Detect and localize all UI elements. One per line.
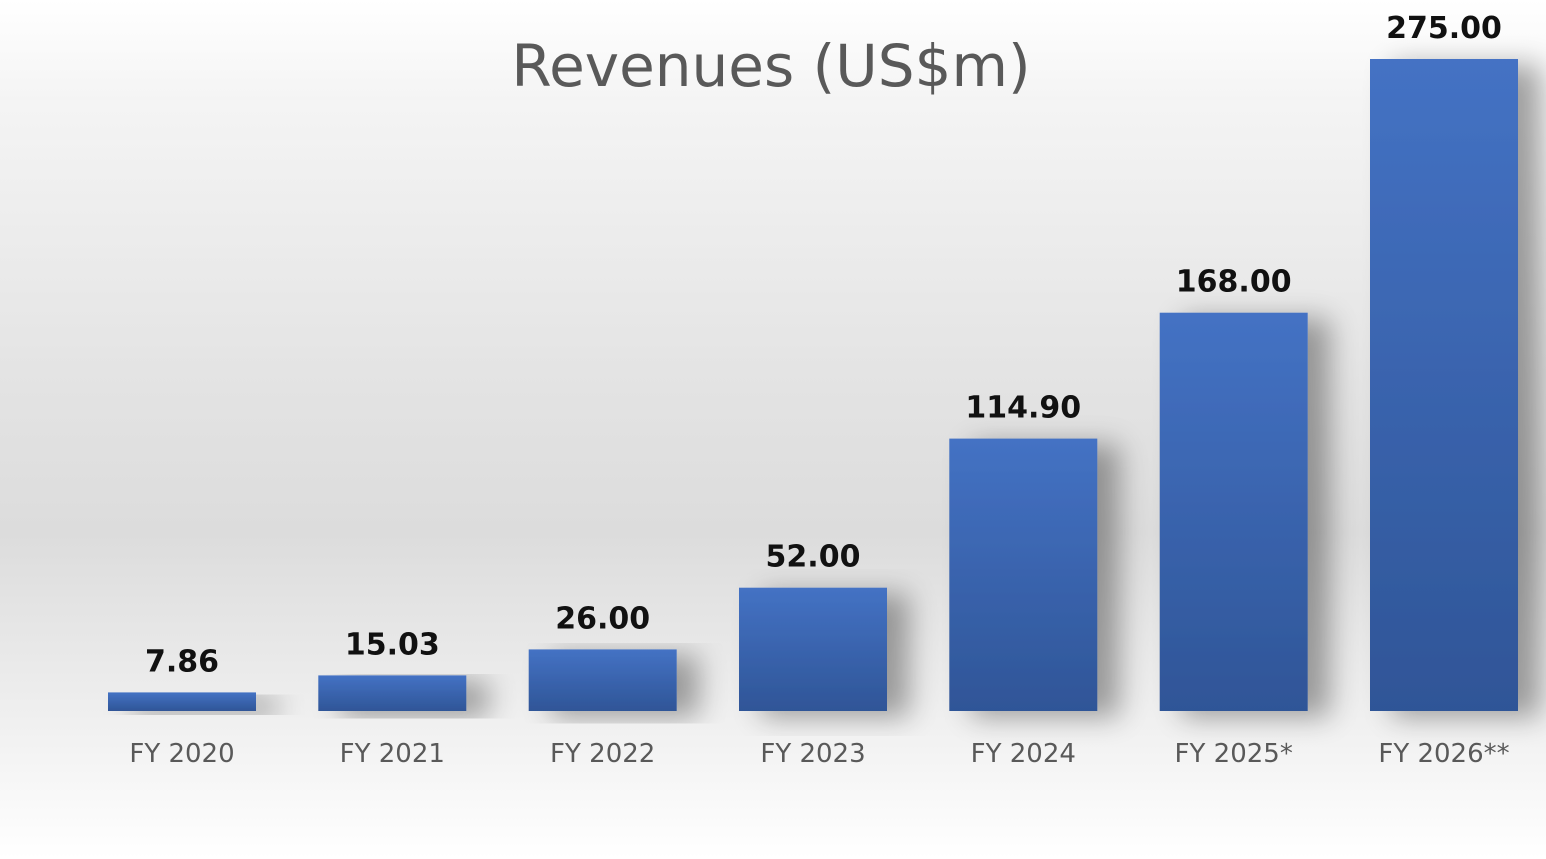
x-axis-tick-labels: FY 2020 FY 2021 FY 2022 FY 2023 FY 2024 FY 20… xyxy=(129,739,1509,769)
x-tick-label: FY 2022 xyxy=(550,739,655,769)
data-label: 52.00 xyxy=(766,540,861,575)
bar-fy-2026 xyxy=(1370,59,1518,711)
data-label: 168.00 xyxy=(1176,265,1292,300)
bar-fy-2025 xyxy=(1159,312,1308,711)
data-label: 26.00 xyxy=(555,601,650,636)
bar-fy-2022 xyxy=(528,649,677,711)
bars-group xyxy=(108,59,1518,711)
bar-fy-2021 xyxy=(318,675,467,711)
data-label: 7.86 xyxy=(145,644,219,679)
x-tick-label: FY 2024 xyxy=(971,739,1076,769)
bar-fy-2023 xyxy=(739,587,887,711)
bar-fy-2020 xyxy=(108,692,256,711)
chart-title: Revenues (US$m) xyxy=(511,32,1030,100)
x-tick-label: FY 2021 xyxy=(340,739,445,769)
data-label: 114.90 xyxy=(965,391,1081,426)
data-label: 15.03 xyxy=(345,627,440,662)
data-label: 275.00 xyxy=(1386,11,1502,46)
x-tick-label: FY 2025* xyxy=(1175,739,1293,769)
x-tick-label: FY 2026** xyxy=(1378,739,1509,769)
bar-fy-2024 xyxy=(949,438,1098,711)
x-tick-label: FY 2023 xyxy=(760,739,865,769)
x-tick-label: FY 2020 xyxy=(129,739,234,769)
data-labels-group: 7.86 15.03 26.00 52.00 114.90 168.00 275.00 xyxy=(145,11,1502,679)
